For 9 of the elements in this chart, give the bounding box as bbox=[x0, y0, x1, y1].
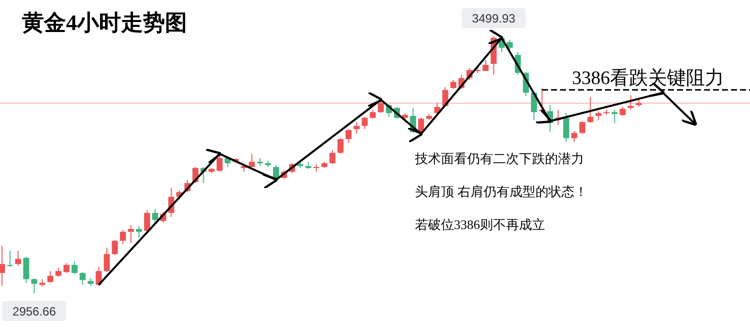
price-tag: 2956.66 bbox=[2, 301, 66, 321]
annotation: 技术面看仍有二次下跌的潜力 bbox=[414, 151, 584, 166]
annotation: 2956.66 bbox=[12, 304, 56, 318]
annotation: 3386看跌关键阻力 bbox=[572, 68, 724, 89]
price-tag: 3499.93 bbox=[462, 8, 526, 28]
chart-title: 黄金4小时走势图 bbox=[21, 10, 187, 35]
annotation: 若破位3386则不再成立 bbox=[415, 217, 545, 232]
annotation: 3499.93 bbox=[472, 12, 516, 26]
annotation: 头肩顶 右肩仍有成型的状态！ bbox=[415, 184, 588, 199]
